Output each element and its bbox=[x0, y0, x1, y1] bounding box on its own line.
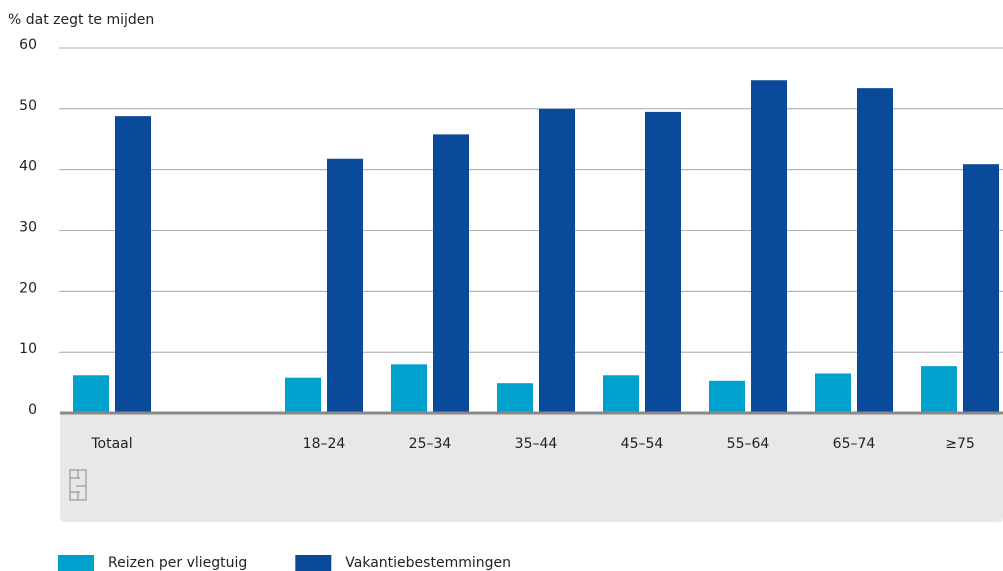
y-tick-label: 20 bbox=[19, 280, 37, 296]
bar bbox=[497, 383, 533, 413]
bar bbox=[115, 116, 151, 413]
logo bbox=[69, 469, 87, 501]
bar bbox=[73, 375, 109, 413]
x-tick-label: 65–74 bbox=[833, 436, 876, 452]
y-tick-label: 40 bbox=[19, 159, 37, 175]
x-tick-label: ≥75 bbox=[945, 436, 975, 452]
bar bbox=[327, 158, 363, 413]
x-tick-label: Totaal bbox=[90, 436, 132, 452]
bar bbox=[645, 111, 681, 413]
x-tick-label: 45–54 bbox=[621, 436, 664, 452]
y-tick-label: 60 bbox=[19, 37, 37, 53]
y-tick-label: 50 bbox=[19, 98, 37, 114]
bar bbox=[857, 88, 893, 414]
y-axis-label: % dat zegt te mijden bbox=[8, 12, 154, 28]
bar bbox=[433, 134, 469, 413]
legend-swatch bbox=[295, 555, 332, 571]
bar bbox=[603, 375, 639, 413]
bar bbox=[921, 366, 957, 413]
bar bbox=[815, 373, 851, 413]
y-tick-label: 30 bbox=[19, 220, 37, 236]
legend-swatch bbox=[58, 555, 94, 571]
x-tick-label: 25–34 bbox=[409, 436, 452, 452]
x-tick-label: 55–64 bbox=[727, 436, 770, 452]
legend-label: Reizen per vliegtuig bbox=[108, 555, 247, 571]
x-axis-band bbox=[60, 413, 1003, 522]
bar bbox=[963, 164, 999, 413]
bar bbox=[285, 377, 321, 413]
y-tick-label: 10 bbox=[19, 341, 37, 357]
legend-label: Vakantiebestemmingen bbox=[345, 555, 511, 571]
bar bbox=[539, 108, 575, 413]
bar bbox=[391, 364, 427, 413]
bar bbox=[709, 380, 745, 413]
x-tick-label: 35–44 bbox=[515, 436, 558, 452]
bar bbox=[751, 80, 787, 413]
x-tick-label: 18–24 bbox=[303, 436, 346, 452]
y-tick-label: 0 bbox=[28, 402, 37, 418]
